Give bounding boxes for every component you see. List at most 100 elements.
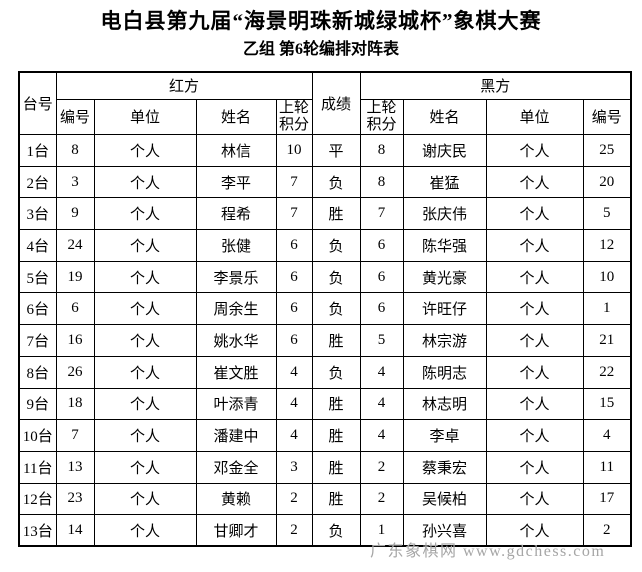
table-number-cell: 9台	[18, 387, 57, 421]
red-player-number-cell: 23	[55, 482, 95, 516]
black-prev-score-cell: 5	[359, 324, 404, 357]
black-player-number-cell: 11	[582, 450, 632, 484]
black-unit-cell: 个人	[485, 450, 584, 484]
red-unit-cell: 个人	[93, 134, 197, 167]
red-player-number-cell: 19	[55, 260, 95, 294]
black-prev-score-cell: 4	[359, 387, 404, 421]
black-unit-cell: 个人	[485, 355, 584, 389]
black-prev-score-cell: 4	[359, 355, 404, 389]
black-unit-cell: 个人	[485, 197, 584, 231]
header-row-groups: 台号 红方 成绩 黑方	[18, 71, 632, 135]
result-cell: 负	[311, 229, 361, 262]
red-player-name-cell: 李景乐	[195, 260, 277, 294]
header-black-unit: 单位	[485, 98, 584, 135]
red-unit-cell: 个人	[93, 165, 197, 199]
red-player-name-cell: 姚水华	[195, 324, 277, 357]
black-prev-score-cell: 2	[359, 482, 404, 516]
red-player-name-cell: 程希	[195, 197, 277, 231]
result-cell: 平	[311, 134, 361, 167]
black-unit-cell: 个人	[485, 324, 584, 357]
red-player-number-cell: 6	[55, 292, 95, 326]
pairing-table-header: 台号 红方 成绩 黑方 编号 单位 姓名 上轮 积分 上轮 积分 姓名 单位 编号	[18, 71, 632, 135]
table-number-cell: 7台	[18, 324, 57, 357]
red-player-number-cell: 24	[55, 229, 95, 262]
black-player-name-cell: 谢庆民	[402, 134, 487, 167]
red-prev-score-cell: 6	[275, 260, 313, 294]
black-prev-score-cell: 6	[359, 229, 404, 262]
red-unit-cell: 个人	[93, 229, 197, 262]
red-player-name-cell: 叶添青	[195, 387, 277, 421]
header-black-side: 黑方	[359, 71, 632, 100]
red-player-number-cell: 13	[55, 450, 95, 484]
header-red-name: 姓名	[195, 98, 277, 135]
black-player-name-cell: 吴候柏	[402, 482, 487, 516]
black-player-name-cell: 陈华强	[402, 229, 487, 262]
black-player-number-cell: 22	[582, 355, 632, 389]
red-prev-score-cell: 10	[275, 134, 313, 167]
table-row: 13台 14 个人 甘卿才 2 负 1 孙兴喜 个人 2	[18, 514, 632, 547]
header-prev-round-line1: 上轮	[279, 99, 310, 116]
header-points-line2: 积分	[279, 116, 310, 133]
header-black-name: 姓名	[402, 98, 487, 135]
black-player-number-cell: 1	[582, 292, 632, 326]
result-cell: 负	[311, 292, 361, 326]
table-number-cell: 8台	[18, 355, 57, 389]
black-player-name-cell: 张庆伟	[402, 197, 487, 231]
red-unit-cell: 个人	[93, 419, 197, 452]
header-row-columns: 编号 单位 姓名 上轮 积分 上轮 积分 姓名 单位 编号	[19, 98, 632, 135]
red-prev-score-cell: 7	[275, 197, 313, 231]
table-number-cell: 2台	[18, 165, 57, 199]
black-player-number-cell: 2	[582, 514, 632, 547]
red-player-number-cell: 16	[55, 324, 95, 357]
red-player-name-cell: 崔文胜	[195, 355, 277, 389]
table-number-cell: 6台	[18, 292, 57, 326]
black-unit-cell: 个人	[485, 260, 584, 294]
black-player-name-cell: 李卓	[402, 419, 487, 452]
red-player-number-cell: 8	[55, 134, 95, 167]
table-number-cell: 13台	[18, 514, 57, 547]
result-cell: 负	[311, 355, 361, 389]
black-prev-score-cell: 4	[359, 419, 404, 452]
red-unit-cell: 个人	[93, 355, 197, 389]
header-red-side: 红方	[55, 71, 313, 100]
black-prev-score-cell: 6	[359, 292, 404, 326]
result-cell: 胜	[311, 324, 361, 357]
red-prev-score-cell: 4	[275, 387, 313, 421]
table-row: 4台 24 个人 张健 6 负 6 陈华强 个人 12	[18, 229, 632, 262]
black-unit-cell: 个人	[485, 165, 584, 199]
black-prev-score-cell: 1	[359, 514, 404, 547]
table-number-cell: 11台	[18, 450, 57, 484]
red-player-number-cell: 18	[55, 387, 95, 421]
header-black-prev-score: 上轮 积分	[359, 98, 404, 135]
header-red-prev-score: 上轮 积分	[275, 98, 313, 135]
black-unit-cell: 个人	[485, 387, 584, 421]
black-unit-cell: 个人	[485, 134, 584, 167]
page-title: 电白县第九届“海景明珠新城绿城杯”象棋大赛	[100, 9, 542, 33]
black-player-number-cell: 21	[582, 324, 632, 357]
black-unit-cell: 个人	[485, 482, 584, 516]
red-player-name-cell: 黄赖	[195, 482, 277, 516]
red-prev-score-cell: 2	[275, 482, 313, 516]
red-unit-cell: 个人	[93, 450, 197, 484]
table-row: 9台 18 个人 叶添青 4 胜 4 林志明 个人 15	[18, 387, 632, 421]
result-cell: 胜	[311, 482, 361, 516]
black-prev-score-cell: 8	[359, 165, 404, 199]
red-unit-cell: 个人	[93, 197, 197, 231]
red-prev-score-cell: 6	[275, 292, 313, 326]
black-player-number-cell: 15	[582, 387, 632, 421]
header-red-player-number: 编号	[55, 98, 95, 135]
black-player-name-cell: 林宗游	[402, 324, 487, 357]
red-player-name-cell: 林信	[195, 134, 277, 167]
red-prev-score-cell: 2	[275, 514, 313, 547]
black-prev-score-cell: 8	[359, 134, 404, 167]
red-unit-cell: 个人	[93, 260, 197, 294]
table-row: 2台 3 个人 李平 7 负 8 崔猛 个人 20	[18, 165, 632, 199]
black-player-name-cell: 蔡秉宏	[402, 450, 487, 484]
red-player-number-cell: 9	[55, 197, 95, 231]
red-unit-cell: 个人	[93, 324, 197, 357]
red-prev-score-cell: 6	[275, 229, 313, 262]
header-black-player-number: 编号	[582, 98, 632, 135]
table-row: 12台 23 个人 黄赖 2 胜 2 吴候柏 个人 17	[18, 482, 632, 516]
red-player-number-cell: 14	[55, 514, 95, 547]
